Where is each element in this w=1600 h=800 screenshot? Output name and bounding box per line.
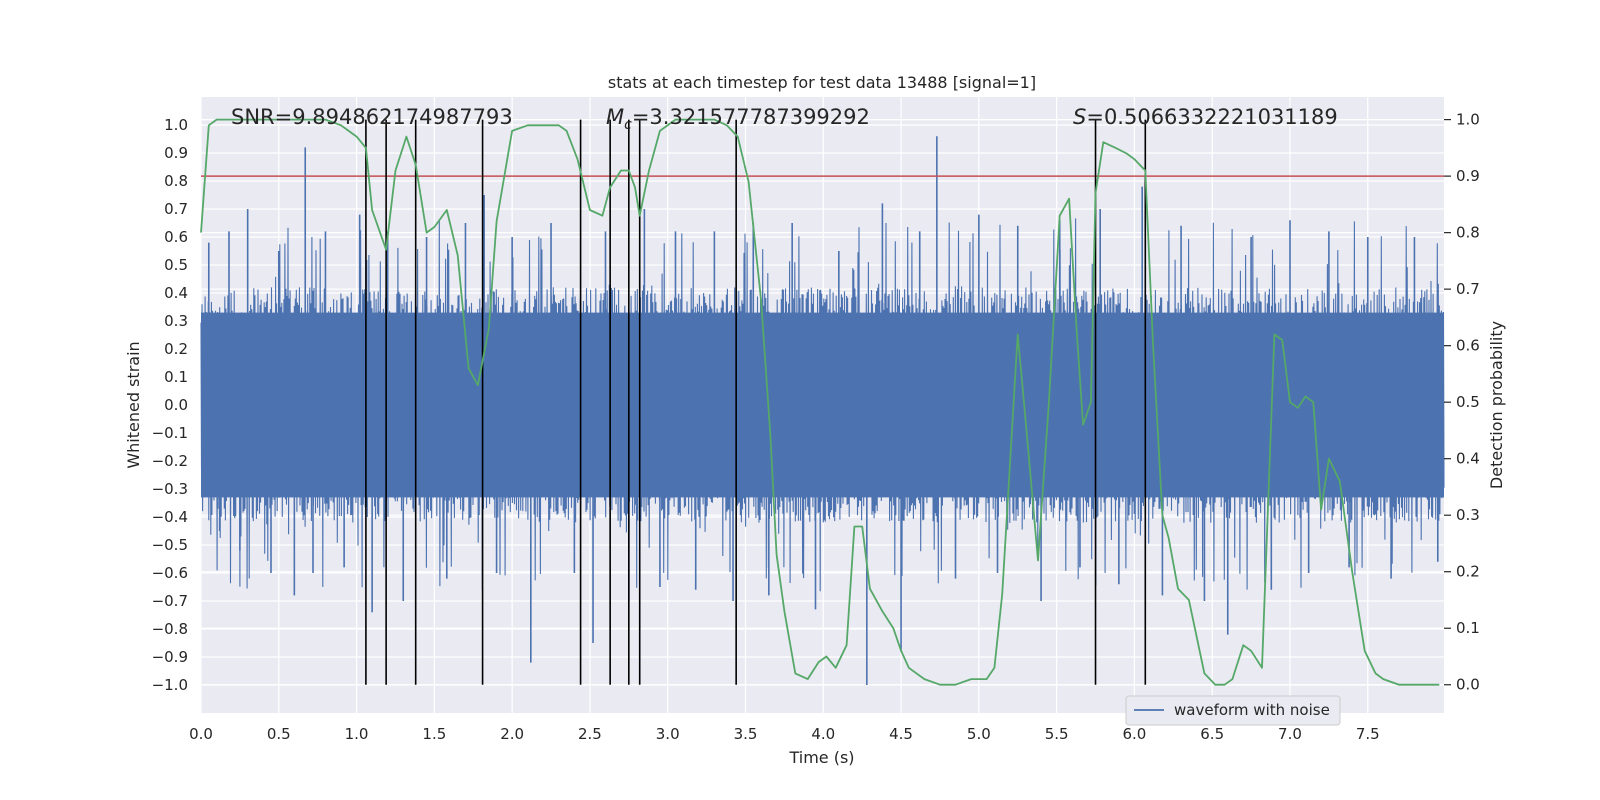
y-tick-label-1: −0.9 [152, 648, 188, 666]
y-tick-label-0: −1.0 [152, 676, 188, 694]
waveform-core-band [201, 312, 1444, 498]
x-tick-label-13: 6.5 [1200, 725, 1224, 743]
x-axis-ticks: 0.0 0.5 1.0 1.5 2.0 2.5 3.0 3.5 4.0 4.5 5.0 5.5 6.0 6… [189, 725, 1380, 743]
right-y-axis-ticks: 0.0 0.1 0.2 0.3 0.4 0.5 0.6 0.7 0.8 0.9 1.0 [1444, 111, 1480, 694]
waveform-series [200, 136, 1445, 685]
legend-box [1125, 695, 1341, 726]
x-tick-label-0: 0.0 [189, 725, 213, 743]
chirp-mass-value: =3.321577787399292 [632, 105, 870, 129]
y-tick-label-4: −0.6 [152, 564, 188, 582]
right-y-tick-label-6: 0.6 [1456, 337, 1480, 355]
x-tick-label-5: 2.5 [578, 725, 602, 743]
x-tick-label-6: 3.0 [656, 725, 680, 743]
x-tick-label-3: 1.5 [422, 725, 446, 743]
y-tick-label-19: 0.9 [164, 144, 188, 162]
event-markers [365, 119, 1147, 685]
x-tick-label-15: 7.5 [1356, 725, 1380, 743]
y-tick-label-8: −0.2 [152, 452, 188, 470]
y-tick-label-5: −0.5 [152, 536, 188, 554]
x-tick-label-9: 4.5 [889, 725, 913, 743]
y-tick-label-14: 0.4 [164, 284, 188, 302]
x-tick-label-14: 7.0 [1278, 725, 1302, 743]
x-axis-label: Time (s) [788, 748, 854, 767]
y-tick-label-16: 0.6 [164, 228, 188, 246]
right-y-tick-label-9: 0.9 [1456, 167, 1480, 185]
chirp-mass-symbol: M [606, 105, 624, 129]
y-tick-label-11: 0.1 [164, 368, 188, 386]
right-y-tick-label-5: 0.5 [1456, 393, 1480, 411]
x-tick-label-11: 5.5 [1045, 725, 1069, 743]
y-axis-label: Whitened strain [124, 341, 143, 468]
y-tick-label-20: 1.0 [164, 116, 188, 134]
right-y-tick-label-2: 0.2 [1456, 563, 1480, 581]
y-tick-label-15: 0.5 [164, 256, 188, 274]
s-annotation: S=0.5066332221031189 [1073, 105, 1338, 129]
x-tick-label-10: 5.0 [967, 725, 991, 743]
x-tick-label-4: 2.0 [500, 725, 524, 743]
probability-series [200, 118, 1440, 686]
y-tick-label-10: 0.0 [164, 396, 188, 414]
s-value: =0.5066332221031189 [1086, 105, 1337, 129]
x-tick-label-8: 4.0 [811, 725, 835, 743]
right-y-tick-label-8: 0.8 [1456, 224, 1480, 242]
y-tick-label-18: 0.8 [164, 172, 188, 190]
right-y-tick-label-4: 0.4 [1456, 450, 1480, 468]
left-y-axis-ticks: −1.0 −0.9 −0.8 −0.7 −0.6 −0.5 −0.4 −0.3 −0.2 −0.1… [152, 116, 188, 694]
x-tick-label-12: 6.0 [1122, 725, 1146, 743]
right-y-tick-label-10: 1.0 [1456, 111, 1480, 129]
y-tick-label-9: −0.1 [152, 424, 188, 442]
right-y-tick-label-0: 0.0 [1456, 676, 1480, 694]
x-tick-label-1: 0.5 [267, 725, 291, 743]
legend-label: waveform with noise [1174, 701, 1330, 719]
snr-annotation: SNR=9.894862174987793 [231, 105, 513, 129]
y-tick-label-17: 0.7 [164, 200, 188, 218]
right-y-tick-label-1: 0.1 [1456, 619, 1480, 637]
x-tick-label-7: 3.5 [734, 725, 758, 743]
y-tick-label-13: 0.3 [164, 312, 188, 330]
chirp-mass-annotation: Mc=3.321577787399292 [606, 105, 870, 133]
chirp-mass-subscript: c [624, 117, 632, 133]
legend: waveform with noise [1125, 695, 1341, 726]
y-tick-label-2: −0.8 [152, 620, 188, 638]
x-tick-label-2: 1.0 [345, 725, 369, 743]
chart-title: stats at each timestep for test data 134… [608, 73, 1036, 92]
right-y-axis-label: Detection probability [1487, 321, 1506, 489]
y-tick-label-12: 0.2 [164, 340, 188, 358]
right-y-tick-label-3: 0.3 [1456, 506, 1480, 524]
y-tick-label-6: −0.4 [152, 508, 188, 526]
right-y-tick-label-7: 0.7 [1456, 280, 1480, 298]
y-tick-label-3: −0.7 [152, 592, 188, 610]
probability-line [200, 118, 1440, 686]
s-symbol: S [1073, 105, 1086, 129]
y-tick-label-7: −0.3 [152, 480, 188, 498]
